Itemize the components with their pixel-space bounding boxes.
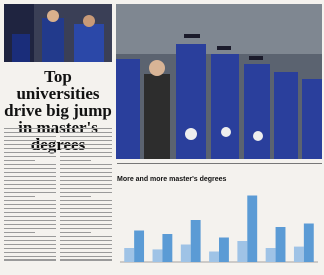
bar — [266, 248, 276, 262]
photo-main — [116, 4, 322, 159]
text-line — [60, 196, 91, 197]
text-line — [60, 212, 112, 213]
text-line — [4, 228, 56, 229]
text-line — [60, 176, 112, 177]
text-line — [60, 172, 112, 173]
text-line — [4, 160, 35, 161]
text-line — [4, 244, 56, 245]
bar — [153, 249, 163, 262]
text-line — [4, 140, 56, 141]
text-line — [4, 216, 56, 217]
text-line — [4, 144, 56, 145]
text-line — [60, 216, 112, 217]
text-line — [60, 152, 112, 153]
text-line — [4, 164, 56, 165]
bar — [247, 196, 257, 263]
bar — [219, 238, 229, 263]
text-line — [60, 244, 112, 245]
text-line — [4, 132, 56, 133]
text-line — [60, 164, 112, 165]
text-line — [60, 156, 112, 157]
bar — [134, 231, 144, 263]
text-line — [60, 192, 112, 193]
text-line — [60, 248, 112, 249]
text-line — [4, 259, 56, 260]
text-line — [4, 252, 56, 253]
text-line — [4, 156, 56, 157]
text-line — [60, 180, 112, 181]
text-line — [60, 132, 112, 133]
text-line — [4, 256, 56, 257]
bar — [162, 234, 172, 262]
text-line — [60, 144, 112, 145]
text-line — [60, 128, 112, 129]
bar — [294, 247, 304, 262]
text-line — [4, 152, 56, 153]
text-line — [60, 160, 91, 161]
text-line — [4, 236, 56, 237]
text-line — [4, 212, 56, 213]
caption — [117, 163, 322, 167]
text-line — [60, 256, 112, 257]
text-line — [4, 172, 56, 173]
text-line — [60, 224, 112, 225]
text-line — [4, 192, 56, 193]
text-line — [60, 259, 112, 260]
text-line — [60, 232, 91, 233]
text-line — [4, 168, 56, 169]
text-line — [4, 204, 56, 205]
text-line — [60, 148, 112, 149]
text-line — [4, 220, 56, 221]
text-line — [4, 240, 56, 241]
bar — [181, 245, 191, 263]
text-line — [60, 204, 112, 205]
bar — [191, 220, 201, 262]
text-line — [4, 128, 56, 129]
text-line — [4, 208, 56, 209]
text-line — [60, 208, 112, 209]
text-line — [4, 196, 35, 197]
bar — [276, 227, 286, 262]
text-line — [60, 136, 112, 137]
text-line — [4, 188, 56, 189]
photo-left — [4, 4, 112, 62]
text-line — [60, 220, 112, 221]
text-line — [60, 184, 112, 185]
text-line — [4, 232, 35, 233]
bar — [304, 224, 314, 263]
text-line — [60, 200, 112, 201]
text-line — [60, 240, 112, 241]
text-line — [60, 188, 112, 189]
page: Top universities drive big jump in maste… — [0, 0, 324, 275]
bar — [237, 241, 247, 262]
text-line — [4, 148, 56, 149]
text-line — [60, 236, 112, 237]
text-line — [4, 184, 56, 185]
text-line — [4, 136, 56, 137]
text-line — [4, 176, 56, 177]
text-line — [60, 228, 112, 229]
bar — [124, 248, 134, 262]
chart-title: More and more master's degrees — [117, 176, 226, 183]
text-line — [4, 224, 56, 225]
chart — [116, 186, 322, 272]
body-text — [60, 128, 112, 263]
text-line — [60, 140, 112, 141]
text-line — [4, 180, 56, 181]
body-text — [4, 128, 56, 263]
text-line — [4, 248, 56, 249]
bar — [209, 252, 219, 263]
text-line — [60, 168, 112, 169]
text-line — [4, 200, 56, 201]
text-line — [60, 252, 112, 253]
